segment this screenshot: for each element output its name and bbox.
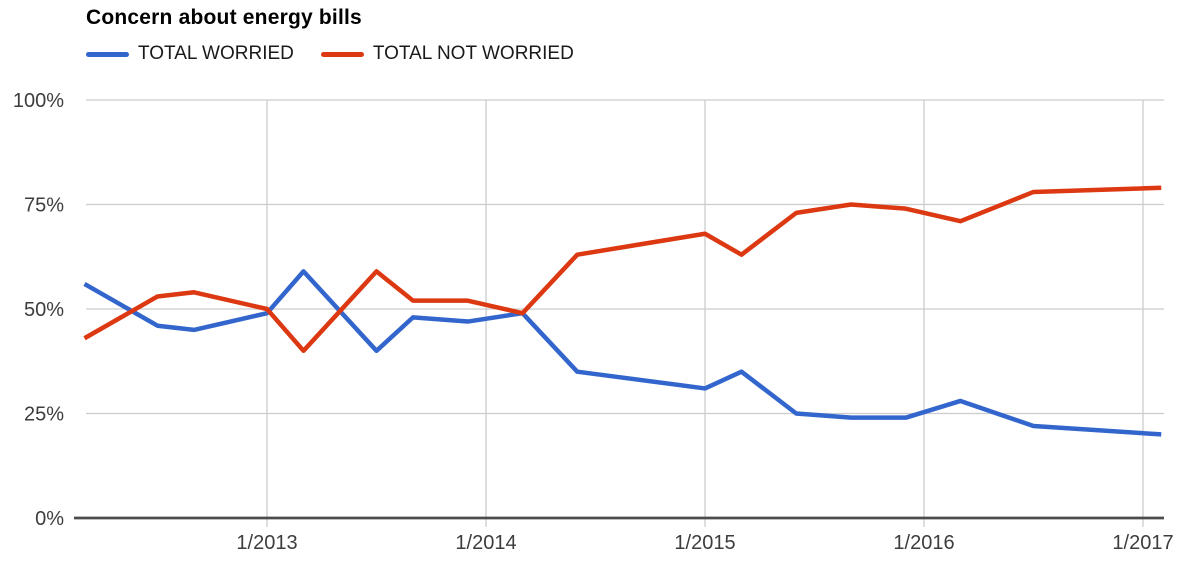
x-tick-label: 1/2013 (236, 532, 297, 554)
y-tick-label: 100% (13, 90, 64, 112)
total-worried-line-swatch (86, 51, 129, 57)
legend-item-total-worried: TOTAL WORRIED (86, 43, 294, 65)
x-tick-label: 1/2017 (1112, 532, 1173, 554)
series-line-total-worried (83, 269, 1162, 437)
x-tick-label: 1/2014 (455, 532, 516, 554)
y-tick-label: 25% (24, 404, 64, 426)
x-tick-label: 1/2015 (674, 532, 735, 554)
x-tick-label: 1/2016 (893, 532, 954, 554)
chart-header: Concern about energy bills TOTAL WORRIED… (86, 6, 574, 65)
total-not-worried-line-swatch (320, 51, 364, 57)
legend-label-total-worried: TOTAL WORRIED (138, 43, 294, 64)
legend-label-total-not-worried: TOTAL NOT WORRIED (372, 43, 574, 64)
legend-item-total-not-worried: TOTAL NOT WORRIED (320, 43, 574, 65)
chart-title: Concern about energy bills (86, 6, 362, 29)
chart-legend: TOTAL WORRIED TOTAL NOT WORRIED (86, 43, 574, 65)
series-line-total-not-worried (83, 185, 1162, 354)
y-tick-label: 0% (35, 508, 64, 530)
y-tick-label: 50% (24, 299, 64, 321)
y-tick-label: 75% (24, 195, 64, 217)
